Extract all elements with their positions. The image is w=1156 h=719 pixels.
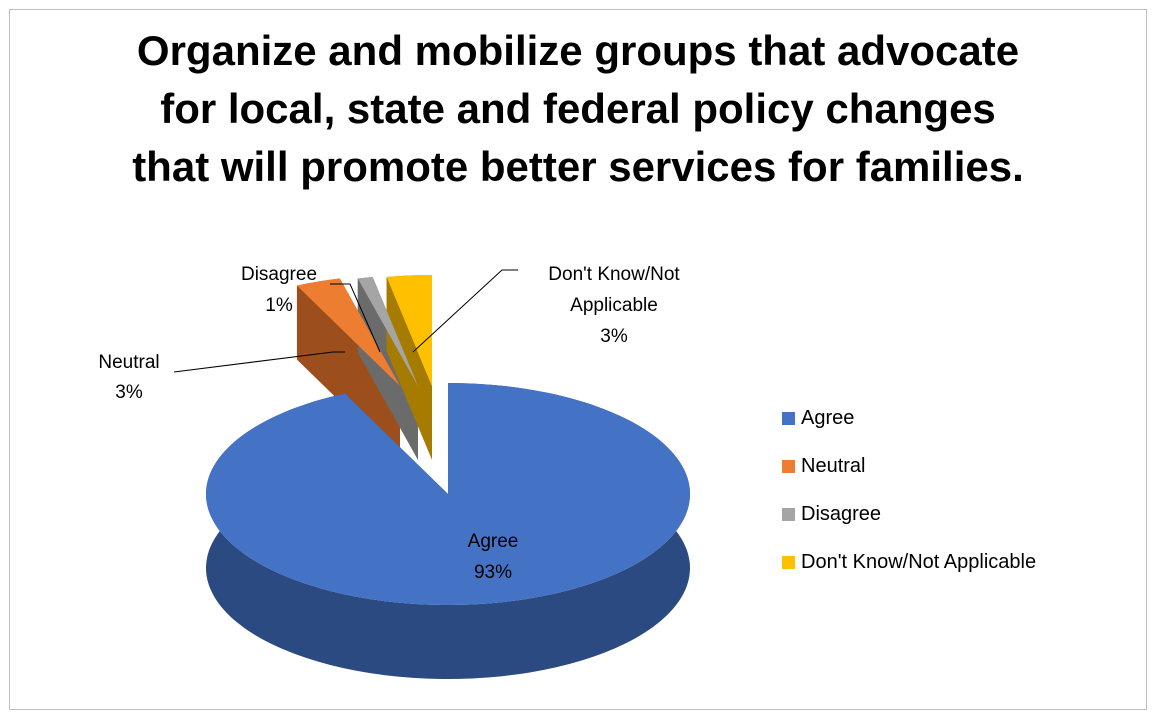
leader-lines (173, 269, 518, 373)
legend-swatch-dontknow (782, 555, 795, 569)
legend-swatch-neutral (782, 459, 795, 473)
chart-title-line-1: Organize and mobilize groups that advoca… (136, 27, 1020, 74)
data-label-agree-value: 93% (474, 562, 512, 583)
legend-item-disagree: Disagree (782, 502, 1036, 526)
legend-item-dontknow: Don't Know/Not Applicable (782, 550, 1036, 574)
legend-label-dontknow: Don't Know/Not Applicable (801, 550, 1037, 573)
data-label-neutral-value: 3% (115, 382, 143, 403)
pie-slice-neutral (296, 278, 400, 386)
legend-swatch-agree (782, 411, 795, 425)
data-label-dontknow-name-line1: Don't Know/Not (548, 264, 680, 285)
legend-label-agree: Agree (801, 406, 855, 429)
data-label-agree-name: Agree (468, 531, 519, 552)
legend-label-neutral: Neutral (801, 454, 866, 477)
data-label-dontknow-value: 3% (600, 326, 628, 347)
legend-item-agree: Agree (782, 406, 1036, 430)
legend: Agree Neutral Disagree Don't Know/Not Ap… (782, 406, 1036, 598)
leader-line-disagree (330, 283, 381, 353)
pie-slices (206, 275, 691, 605)
chart-title-line-3: that will promote better services for fa… (132, 143, 1024, 190)
data-label-neutral-name: Neutral (98, 352, 159, 373)
legend-swatch-disagree (782, 507, 795, 521)
pie-slice-disagree (357, 276, 418, 386)
chart-title-line-2: for local, state and federal policy chan… (160, 85, 996, 132)
chart-title: Organize and mobilize groups that advoca… (0, 22, 1156, 196)
data-label-dontknow-name-line2: Applicable (570, 295, 658, 316)
data-labels: Agree 93% Neutral 3% Disagree 1% Don't K… (98, 264, 680, 583)
pie-slice-agree (206, 383, 691, 605)
pie-slice-dontknow (386, 275, 432, 386)
leader-line-neutral (173, 351, 345, 373)
legend-label-disagree: Disagree (801, 502, 882, 525)
data-label-disagree-name: Disagree (241, 264, 317, 285)
data-label-disagree-value: 1% (265, 295, 293, 316)
legend-item-neutral: Neutral (782, 454, 1036, 478)
leader-line-dontknow (412, 269, 518, 353)
